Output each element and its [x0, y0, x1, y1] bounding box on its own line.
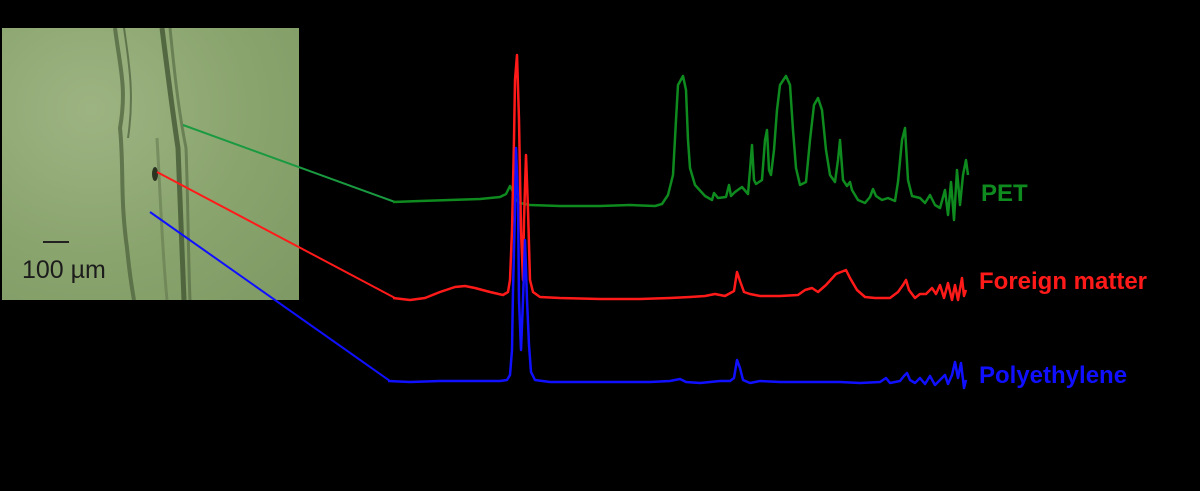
legend-polyethylene: Polyethylene: [979, 362, 1128, 389]
polyethylene-spectrum: [387, 146, 968, 390]
micrograph-image: 100 µm: [2, 28, 299, 300]
x-tick-400: 400: [948, 403, 985, 428]
scale-bar-label: 100 µm: [22, 256, 106, 284]
x-axis-label: Raman shift / cm-1: [575, 447, 760, 472]
y-unit-label: (a.u.): [400, 30, 452, 55]
micrograph-structure: [113, 28, 192, 300]
x-tick-1000: 1000: [830, 403, 879, 428]
foreign-matter-spectrum: [392, 53, 968, 302]
x-tick-4000: 4000: [375, 403, 424, 428]
y-scale-label: 5000: [330, 202, 371, 222]
pet-connector-line: [182, 124, 396, 203]
scale-bar: [43, 241, 69, 243]
legend-foreign-matter: Foreign matter: [979, 268, 1148, 295]
x-tick-3000: 3000: [603, 403, 652, 428]
foreign-connector-line: [156, 171, 396, 299]
pe-connector-line: [149, 211, 391, 382]
pet-spectrum: [392, 74, 970, 222]
legend-pet: PET: [981, 180, 1028, 207]
